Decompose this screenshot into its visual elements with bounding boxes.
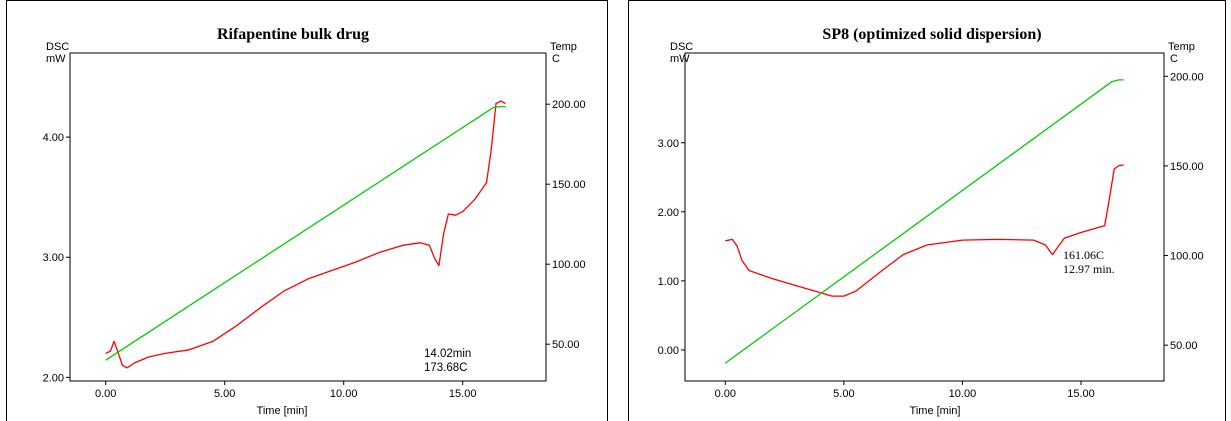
y-right-label-line1: Temp	[550, 41, 577, 53]
y-left-tick-label: 0.00	[658, 345, 679, 357]
y-left-tick-label: 3.00	[43, 252, 64, 264]
y-left-label-line2: mW	[46, 53, 66, 65]
y-left-tick-label: 4.00	[43, 132, 64, 144]
y-right-tick-label: 150.00	[1170, 161, 1204, 173]
dsc-chart-sp8-panel: SP8 (optimized solid dispersion) DSC mW …	[628, 0, 1226, 421]
x-tick-label: 5.00	[214, 388, 235, 400]
chart-title: Rifapentine bulk drug	[217, 26, 369, 43]
x-tick-label: 15.00	[1067, 388, 1095, 400]
plot-area	[69, 52, 547, 382]
peak-time-annotation: 12.97 min.	[1063, 262, 1115, 276]
plot-area	[684, 52, 1165, 382]
temperature-series-line	[105, 105, 506, 361]
x-tick-label: 0.00	[715, 388, 736, 400]
y-right-label-line2: C	[1170, 53, 1178, 65]
dsc-series-line	[725, 164, 1124, 297]
y-left-label-line2: mW	[670, 53, 690, 65]
peak-temp-annotation: 161.06C	[1063, 248, 1104, 262]
x-tick-label: 5.00	[833, 388, 854, 400]
y-left-tick-label: 2.00	[658, 207, 679, 219]
dsc-chart-rifapentine: Rifapentine bulk drug DSC mW Temp C Time…	[6, 0, 608, 421]
peak-temp-annotation: 173.68C	[424, 362, 467, 374]
y-right-tick-label: 200.00	[1170, 71, 1204, 83]
dsc-series-line	[105, 100, 506, 369]
dsc-chart-sp8: SP8 (optimized solid dispersion) DSC mW …	[628, 0, 1226, 421]
x-tick-label: 10.00	[949, 388, 977, 400]
dsc-chart-rifapentine-panel: Rifapentine bulk drug DSC mW Temp C Time…	[6, 0, 608, 421]
frame	[6, 0, 608, 421]
x-tick-label: 15.00	[449, 388, 477, 400]
y-left-tick-label: 2.00	[43, 372, 64, 384]
y-left-label-line1: DSC	[670, 41, 693, 53]
y-left-tick-label: 3.00	[658, 138, 679, 150]
y-right-tick-label: 100.00	[1170, 251, 1204, 263]
y-right-tick-label: 100.00	[552, 259, 586, 271]
chart-title: SP8 (optimized solid dispersion)	[822, 26, 1041, 43]
y-right-label-line2: C	[552, 53, 560, 65]
x-tick-label: 10.00	[330, 388, 358, 400]
y-right-tick-label: 50.00	[552, 339, 580, 351]
y-right-tick-label: 150.00	[552, 179, 586, 191]
y-right-label-line1: Temp	[1168, 41, 1195, 53]
y-left-label-line1: DSC	[46, 41, 69, 53]
peak-time-annotation: 14.02min	[424, 348, 471, 360]
x-axis-label: Time [min]	[910, 405, 961, 417]
frame	[628, 0, 1226, 421]
temperature-series-line	[724, 79, 1124, 364]
x-tick-label: 0.00	[95, 388, 116, 400]
x-axis-label: Time [min]	[257, 405, 308, 417]
y-left-tick-label: 1.00	[658, 276, 679, 288]
y-right-tick-label: 50.00	[1170, 340, 1198, 352]
y-right-tick-label: 200.00	[552, 99, 586, 111]
